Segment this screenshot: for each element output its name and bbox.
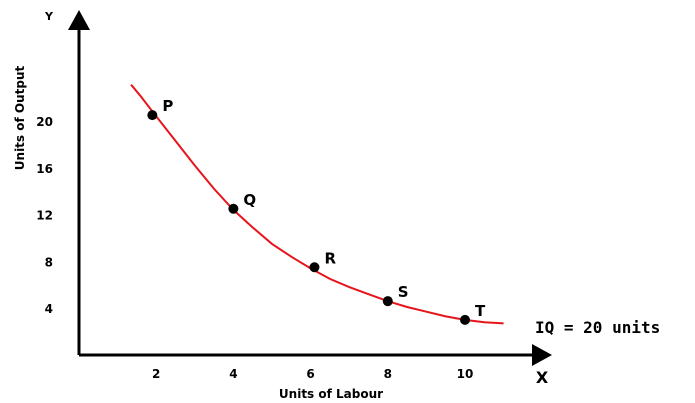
point-s-marker [382, 296, 393, 307]
point-p-label: P [162, 97, 173, 115]
x-axis-arrowhead [532, 344, 552, 366]
isoquant-label: IQ = 20 units [535, 318, 660, 337]
y-axis-letter: Y [44, 10, 54, 23]
point-t-label: T [475, 302, 486, 320]
point-t-marker [460, 314, 470, 325]
x-axis-letter: X [536, 368, 549, 387]
y-tick-label: 20 [36, 115, 53, 129]
point-q-marker [228, 203, 239, 214]
x-axis-title: Units of Labour [279, 387, 383, 401]
y-axis-title: Units of Output [13, 66, 27, 171]
x-tick-label: 6 [306, 367, 314, 381]
point-r-label: R [324, 249, 336, 267]
point-p-marker [147, 110, 158, 121]
x-tick-labels: 2 4 6 8 10 [152, 367, 473, 381]
y-tick-label: 4 [45, 302, 53, 316]
y-tick-label: 8 [45, 255, 53, 269]
curve-points: P Q R S T [147, 97, 486, 325]
point-s-label: S [398, 283, 409, 301]
isoquant-curve [130, 84, 504, 325]
point-q-label: Q [243, 191, 256, 209]
y-tick-label: 12 [36, 209, 53, 223]
y-tick-label: 16 [36, 162, 53, 176]
x-tick-label: 10 [457, 367, 474, 381]
y-tick-labels: 4 8 12 16 20 [36, 115, 53, 316]
x-tick-label: 2 [152, 367, 160, 381]
point-r-marker [309, 262, 320, 273]
y-axis-arrowhead [68, 10, 90, 30]
x-tick-label: 4 [229, 367, 237, 381]
x-tick-label: 8 [384, 367, 392, 381]
